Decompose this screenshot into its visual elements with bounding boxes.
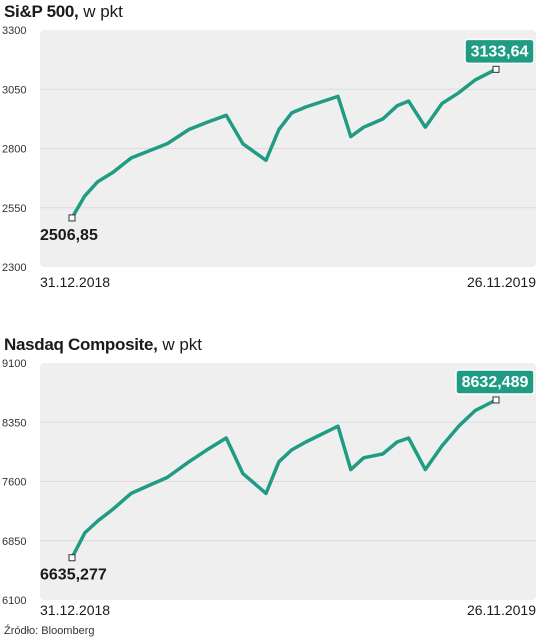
- chart-2-y-tick-label: 6100: [2, 595, 26, 607]
- chart-1-title: Si&P 500, w pkt: [4, 2, 123, 22]
- chart-2-end-marker: [492, 396, 500, 404]
- chart-1-y-tick-label: 3050: [2, 84, 26, 96]
- chart-2-title-bold: Nasdaq Composite,: [4, 335, 158, 354]
- chart-2-y-tick-label: 9100: [2, 358, 26, 370]
- chart-2-series-line: [70, 398, 498, 560]
- chart-1-x-end-label: 26.11.2019: [467, 274, 536, 290]
- chart-2-y-tick-label: 6850: [2, 536, 26, 548]
- chart-1-y-tick-label: 2300: [2, 262, 26, 274]
- chart-1-end-label-box: [464, 38, 535, 65]
- chart-2-y-tick-label: 7600: [2, 477, 26, 489]
- chart-1-start-label: 2506,85: [40, 227, 98, 244]
- chart-1-end-marker: [492, 65, 500, 73]
- chart-1-x-start-label: 31.12.2018: [40, 274, 110, 290]
- source-note: Źródło: Bloomberg: [4, 625, 95, 637]
- chart-2-start-marker: [68, 554, 76, 562]
- chart-2-end-label-box: [455, 369, 535, 395]
- chart-1-y-tick-label: 2800: [2, 144, 26, 156]
- chart-2-title: Nasdaq Composite, w pkt: [4, 335, 202, 355]
- chart-1-title-bold: Si&P 500,: [4, 2, 79, 21]
- chart-1-y-tick-label: 2550: [2, 203, 26, 215]
- chart-2-start-label: 6635,277: [40, 567, 107, 584]
- chart-2-title-unit: w pkt: [162, 335, 203, 354]
- chart-2-x-end-label: 26.11.2019: [467, 602, 536, 618]
- chart-2-end-label: 8632,489: [462, 374, 529, 391]
- chart-1-y-tick-label: 3300: [2, 25, 26, 37]
- chart-1-end-label: 3133,64: [471, 43, 529, 60]
- chart-1-start-marker: [68, 214, 76, 222]
- chart-1-series-line: [70, 67, 498, 220]
- chart-2-y-tick-label: 8350: [2, 417, 26, 429]
- chart-2-x-start-label: 31.12.2018: [40, 602, 110, 618]
- chart-1-title-unit: w pkt: [83, 2, 123, 21]
